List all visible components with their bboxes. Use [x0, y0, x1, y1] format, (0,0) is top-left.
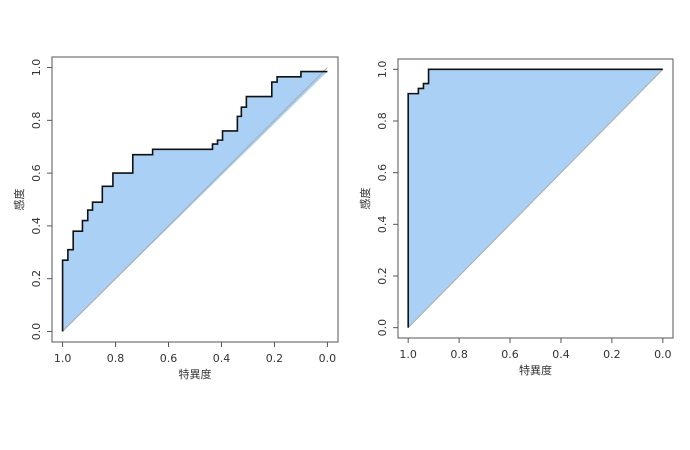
x-tick-label: 1.0 — [54, 352, 72, 365]
y-axis-label: 感度 — [358, 188, 372, 210]
x-axis-label: 特異度 — [519, 363, 552, 377]
y-tick-label: 0.8 — [376, 112, 389, 130]
roc-curve — [407, 68, 663, 328]
x-tick-label: 0.6 — [501, 348, 519, 361]
y-tick-label: 0.8 — [30, 112, 43, 130]
x-tick-label: 1.0 — [399, 348, 417, 361]
y-tick-label: 0.0 — [30, 323, 43, 341]
x-tick-label: 0.2 — [603, 348, 621, 361]
y-tick-label: 0.6 — [30, 164, 43, 182]
x-tick-label: 0.0 — [319, 352, 337, 365]
reference-diagonal — [62, 67, 328, 332]
reference-diagonal — [407, 68, 664, 329]
y-tick-label: 0.4 — [30, 217, 43, 235]
y-axis-label: 感度 — [12, 189, 26, 211]
x-tick-label: 0.4 — [552, 348, 570, 361]
y-tick-label: 0.0 — [376, 319, 389, 337]
y-tick-label: 1.0 — [30, 59, 43, 77]
x-tick-label: 0.8 — [107, 352, 125, 365]
y-tick-label: 0.4 — [376, 216, 389, 234]
y-tick-label: 1.0 — [376, 61, 389, 79]
x-tick-label: 0.2 — [266, 352, 284, 365]
x-axis-label: 特異度 — [179, 367, 212, 381]
y-tick-label: 0.2 — [376, 267, 389, 285]
roc-curve — [61, 70, 328, 332]
x-tick-label: 0.4 — [213, 352, 231, 365]
x-tick-label: 0.6 — [160, 352, 178, 365]
y-tick-label: 0.6 — [376, 164, 389, 182]
y-tick-label: 0.2 — [30, 270, 43, 288]
x-tick-label: 0.8 — [450, 348, 468, 361]
x-tick-label: 0.0 — [654, 348, 672, 361]
auc-area — [62, 71, 328, 332]
